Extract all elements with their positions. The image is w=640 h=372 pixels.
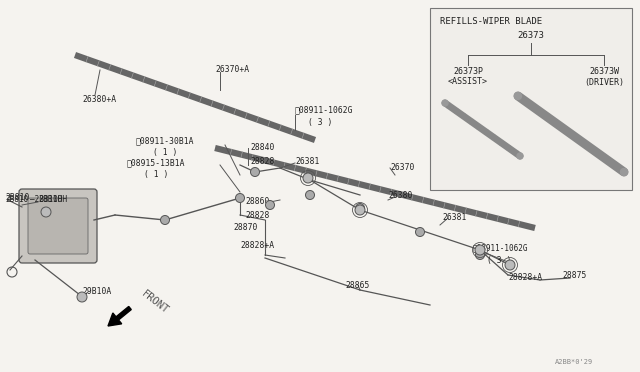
Text: 26373: 26373 <box>518 32 545 41</box>
Circle shape <box>517 153 523 159</box>
Text: ⒦08915-13B1A: ⒦08915-13B1A <box>127 158 186 167</box>
Circle shape <box>303 173 313 183</box>
Circle shape <box>415 228 424 237</box>
FancyBboxPatch shape <box>19 189 97 263</box>
FancyArrow shape <box>108 307 131 326</box>
Circle shape <box>77 292 87 302</box>
Text: 26370+A: 26370+A <box>215 65 249 74</box>
Text: ( 3 ): ( 3 ) <box>308 118 332 126</box>
Text: 28865: 28865 <box>345 280 369 289</box>
Text: ( 3 ): ( 3 ) <box>487 256 511 264</box>
Circle shape <box>355 205 365 215</box>
Text: 26381: 26381 <box>295 157 319 167</box>
Circle shape <box>266 201 275 209</box>
Text: 28828+A: 28828+A <box>508 273 542 282</box>
Circle shape <box>476 250 484 260</box>
Text: ( 1 ): ( 1 ) <box>144 170 168 180</box>
Circle shape <box>442 100 448 106</box>
Text: 26370: 26370 <box>390 163 414 171</box>
Text: 26381: 26381 <box>442 214 467 222</box>
Text: 28828+A: 28828+A <box>240 241 274 250</box>
Circle shape <box>250 167 259 176</box>
Circle shape <box>475 245 485 255</box>
Text: (DRIVER): (DRIVER) <box>584 77 624 87</box>
Text: ⓝ08911-1062G: ⓝ08911-1062G <box>473 244 529 253</box>
Text: 28B10H: 28B10H <box>38 196 67 205</box>
Text: FRONT: FRONT <box>140 288 171 315</box>
Text: 28870: 28870 <box>233 224 257 232</box>
Circle shape <box>41 207 51 217</box>
Text: 26380: 26380 <box>388 192 412 201</box>
Circle shape <box>355 203 365 212</box>
Text: 28828: 28828 <box>250 157 275 167</box>
Circle shape <box>305 190 314 199</box>
Circle shape <box>621 169 627 176</box>
Circle shape <box>161 215 170 224</box>
Text: 26373W: 26373W <box>589 67 619 76</box>
Text: 26380+A: 26380+A <box>82 96 116 105</box>
Text: REFILLS-WIPER BLADE: REFILLS-WIPER BLADE <box>440 17 542 26</box>
Text: <ASSIST>: <ASSIST> <box>448 77 488 87</box>
Text: 2B810: 2B810 <box>5 193 29 202</box>
Text: 28860: 28860 <box>245 198 269 206</box>
Bar <box>430 8 632 190</box>
Circle shape <box>236 193 244 202</box>
Text: A2BB*0'29: A2BB*0'29 <box>555 359 593 365</box>
Text: 28828: 28828 <box>245 211 269 219</box>
FancyBboxPatch shape <box>28 198 88 254</box>
Circle shape <box>505 260 515 270</box>
Text: ⓝ08911-30B1A: ⓝ08911-30B1A <box>136 137 195 145</box>
Circle shape <box>515 93 522 99</box>
Text: ( 1 ): ( 1 ) <box>153 148 177 157</box>
Text: ⓝ08911-1062G: ⓝ08911-1062G <box>295 106 353 115</box>
Text: 29B10A: 29B10A <box>82 288 111 296</box>
Text: 2B810: 2B810 <box>5 196 28 205</box>
Text: 28840: 28840 <box>250 144 275 153</box>
Text: 26373P: 26373P <box>453 67 483 76</box>
Text: 28875: 28875 <box>562 272 586 280</box>
Text: —28B10H: —28B10H <box>30 196 62 205</box>
